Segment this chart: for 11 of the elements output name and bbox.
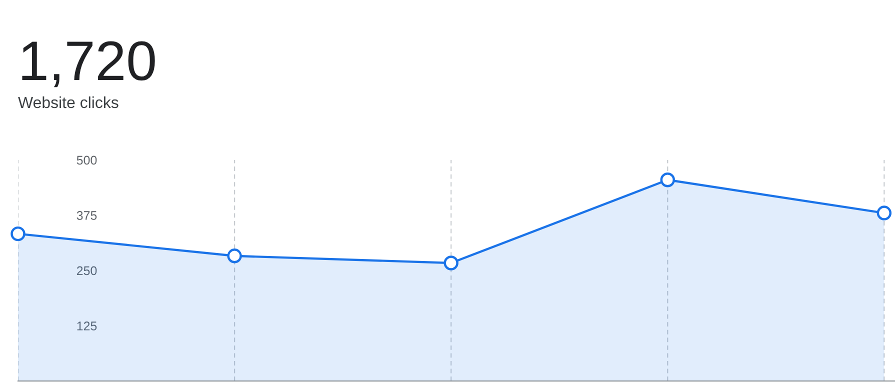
y-tick-label: 500 bbox=[76, 156, 97, 165]
point bbox=[227, 248, 242, 264]
y-tick-label: 250 bbox=[76, 266, 97, 276]
chart-subtitle: Website clicks bbox=[18, 96, 118, 108]
point bbox=[10, 226, 26, 242]
point bbox=[876, 206, 892, 220]
y-tick-label: 375 bbox=[76, 211, 97, 220]
point bbox=[444, 256, 458, 270]
y-tick-label: 125 bbox=[77, 322, 97, 330]
chart-title: 1,720 bbox=[22, 41, 155, 88]
point bbox=[660, 172, 675, 188]
